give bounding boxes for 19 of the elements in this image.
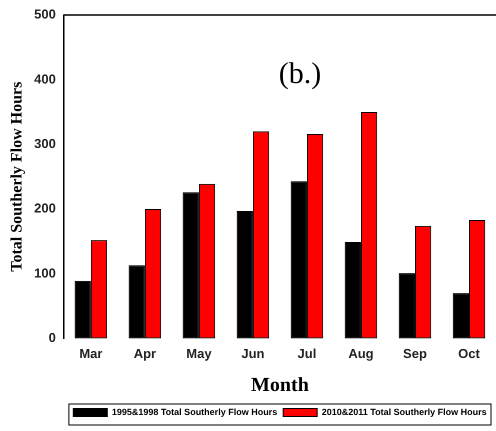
legend-label: 1995&1998 Total Southerly Flow Hours [112,406,278,417]
x-tick-label: Sep [403,346,427,361]
y-axis-title: Total Southerly Flow Hours [8,82,26,272]
x-tick-label: Mar [79,346,102,361]
x-tick-label: Oct [458,346,480,361]
x-tick-label: Apr [134,346,156,361]
y-tick-label: 100 [34,265,56,280]
y-tick-label: 300 [34,136,56,151]
y-tick-label: 0 [48,330,56,345]
legend-label: 2010&2011 Total Southerly Flow Hours [322,406,487,417]
x-axis-title: Month [251,374,309,396]
y-tick-label: 200 [34,200,56,216]
x-tick-label: Aug [348,346,374,361]
y-tick-label: 400 [34,71,56,86]
y-tick-label: 500 [34,6,56,22]
x-tick-label: Jul [298,346,316,361]
x-tick-label: Jun [241,346,265,361]
annotation: (b.) [278,56,322,90]
x-tick-label: May [186,346,212,361]
